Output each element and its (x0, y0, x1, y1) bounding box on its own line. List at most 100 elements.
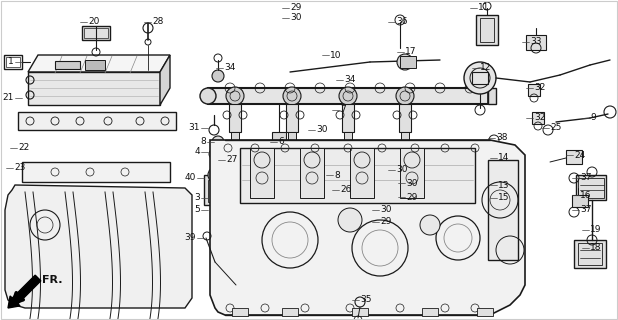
Bar (6, 57, 20, 67)
Text: 36: 36 (396, 18, 407, 27)
Bar (480, 18, 494, 42)
Text: 14: 14 (498, 154, 509, 163)
Bar (399, 104, 411, 132)
Text: 32: 32 (534, 84, 545, 92)
Bar (488, 160, 518, 260)
Bar (22, 162, 170, 182)
Bar (566, 150, 582, 164)
Bar (350, 148, 374, 198)
Text: 37: 37 (580, 173, 591, 182)
Bar (240, 148, 475, 203)
Circle shape (339, 87, 357, 105)
Bar (85, 60, 105, 70)
Bar (400, 56, 416, 68)
Text: 34: 34 (224, 63, 235, 73)
Circle shape (283, 87, 301, 105)
Bar (212, 202, 220, 214)
Circle shape (226, 87, 244, 105)
Circle shape (476, 177, 492, 193)
Text: 18: 18 (590, 244, 601, 252)
Polygon shape (28, 72, 160, 105)
Bar (55, 61, 80, 69)
Text: 8: 8 (334, 171, 340, 180)
Text: 25: 25 (550, 124, 561, 132)
Text: 16: 16 (580, 190, 591, 199)
Bar (344, 132, 352, 154)
Bar (300, 148, 324, 198)
Circle shape (464, 62, 496, 94)
Text: 8: 8 (200, 138, 206, 147)
Bar (229, 104, 241, 132)
Text: 27: 27 (226, 156, 237, 164)
Bar (4, 55, 22, 69)
Bar (204, 175, 228, 205)
Text: 3: 3 (194, 194, 200, 203)
Bar (250, 148, 274, 198)
Text: 4: 4 (195, 148, 200, 156)
Bar (578, 178, 604, 198)
Text: 11: 11 (478, 4, 489, 12)
Polygon shape (160, 55, 170, 105)
Text: 10: 10 (330, 51, 342, 60)
Bar (208, 88, 488, 104)
Circle shape (338, 208, 362, 232)
Bar (528, 84, 540, 96)
Text: 23: 23 (14, 164, 25, 172)
Bar (82, 26, 110, 40)
Text: 38: 38 (496, 133, 507, 142)
Circle shape (212, 70, 224, 82)
Text: 37: 37 (580, 205, 591, 214)
Text: FR.: FR. (42, 275, 62, 285)
Bar (572, 195, 588, 207)
Text: 15: 15 (498, 194, 509, 203)
Bar (476, 15, 498, 45)
Text: 29: 29 (380, 218, 391, 227)
Text: 26: 26 (340, 186, 352, 195)
Text: 32: 32 (534, 114, 545, 123)
Bar (272, 132, 286, 146)
Bar (352, 308, 368, 316)
Circle shape (200, 88, 216, 104)
Text: 6: 6 (278, 138, 284, 147)
Text: 17: 17 (405, 47, 417, 57)
Text: 12: 12 (480, 63, 491, 73)
Bar (18, 112, 176, 130)
Text: 30: 30 (316, 125, 328, 134)
Circle shape (212, 136, 224, 148)
Bar (84, 28, 108, 38)
Circle shape (420, 215, 440, 235)
Text: 1: 1 (8, 58, 14, 67)
Text: 39: 39 (185, 234, 196, 243)
Text: 5: 5 (194, 205, 200, 214)
Text: 30: 30 (290, 13, 302, 22)
Text: 30: 30 (380, 205, 391, 214)
Text: 40: 40 (185, 173, 196, 182)
Bar (422, 308, 438, 316)
Text: 13: 13 (498, 180, 509, 189)
Bar (231, 132, 239, 154)
Circle shape (397, 54, 413, 70)
Polygon shape (210, 140, 525, 315)
Bar (232, 308, 248, 316)
Text: 21: 21 (2, 93, 14, 102)
Bar (288, 132, 296, 154)
Bar (286, 104, 298, 132)
Text: 35: 35 (360, 295, 371, 305)
Bar (526, 35, 546, 50)
FancyArrow shape (8, 275, 41, 308)
Bar (472, 72, 488, 84)
Text: 22: 22 (18, 143, 29, 153)
Text: 9: 9 (590, 114, 596, 123)
Text: 33: 33 (530, 37, 541, 46)
Bar (282, 308, 298, 316)
Bar (477, 308, 493, 316)
Bar (574, 240, 606, 268)
Text: 30: 30 (396, 165, 407, 174)
Bar (576, 175, 606, 200)
Bar (401, 132, 409, 154)
Text: 24: 24 (574, 150, 585, 159)
Bar (210, 158, 218, 164)
Text: 20: 20 (88, 18, 99, 27)
Bar (400, 148, 424, 198)
Bar (342, 104, 354, 132)
